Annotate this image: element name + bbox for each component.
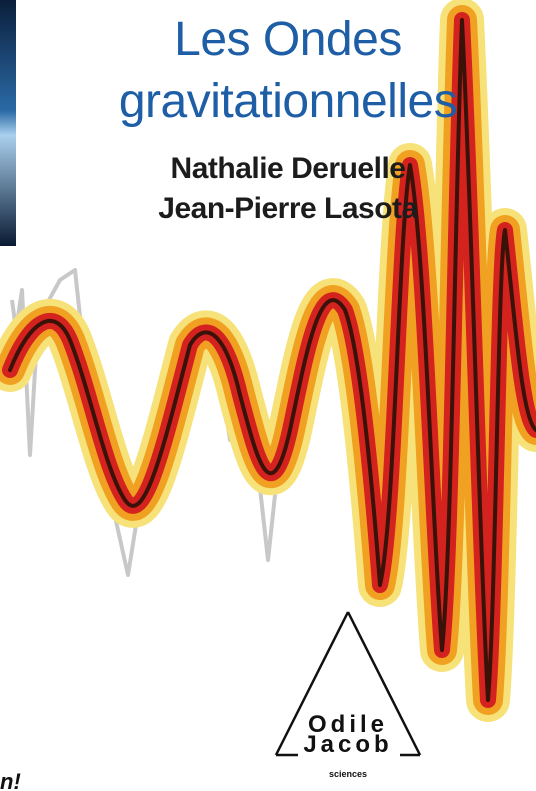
cover-image-strip	[0, 0, 16, 246]
author-name-1: Nathalie Deruelle	[170, 152, 406, 185]
publisher-name-line1: Odile	[307, 711, 388, 738]
author-name-2: Jean-Pierre Lasota	[158, 192, 418, 225]
text-fragment: n!	[0, 769, 21, 791]
wave-core-line	[8, 18, 536, 702]
publisher-name-line2: Jacob	[303, 731, 393, 758]
book-title-line1: Les Ondes	[174, 13, 402, 66]
publisher-collection: sciences	[328, 769, 368, 779]
book-title-line2: gravitationnelles	[118, 75, 458, 128]
publisher-name: Odile Jacob	[298, 711, 398, 758]
publisher-triangle-logo	[274, 611, 422, 757]
